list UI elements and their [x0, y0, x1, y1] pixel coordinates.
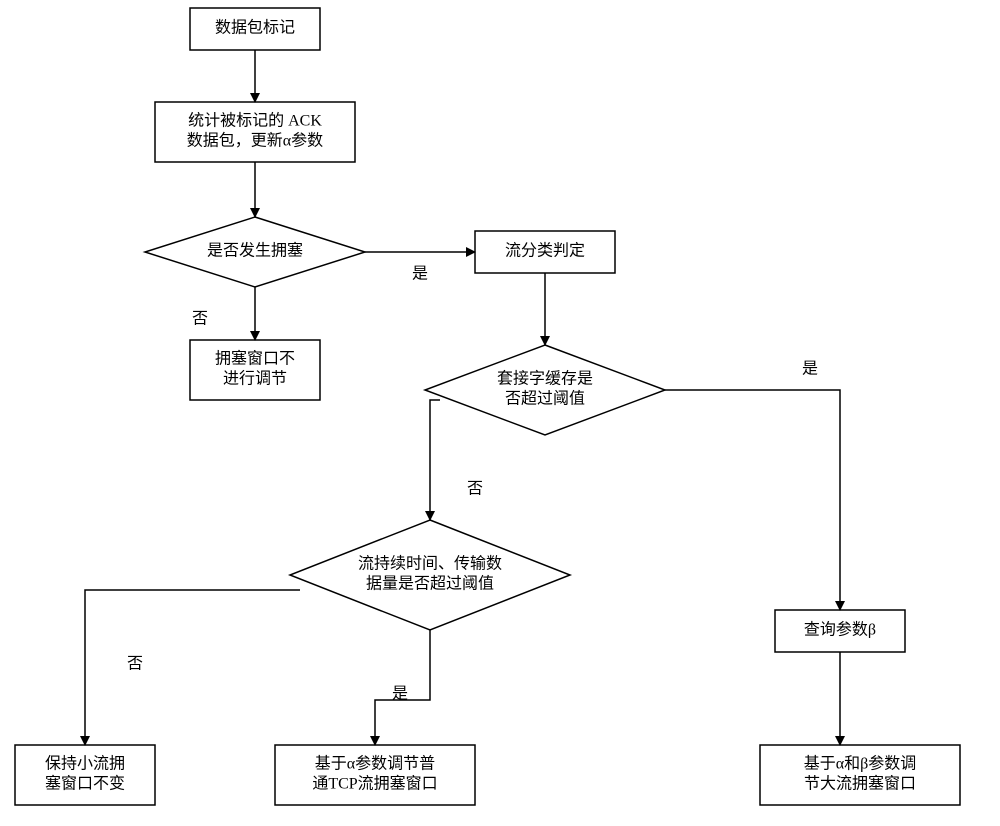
svg-text:进行调节: 进行调节: [223, 370, 287, 388]
edge-label-5: 是: [802, 361, 818, 378]
svg-text:数据包，更新α参数: 数据包，更新α参数: [187, 132, 323, 150]
svg-text:塞窗口不变: 塞窗口不变: [45, 775, 125, 793]
edge-label-2: 否: [192, 311, 208, 328]
svg-text:流持续时间、传输数: 流持续时间、传输数: [358, 555, 502, 573]
node-n3: 是否发生拥塞: [145, 217, 365, 287]
node-n11: 基于α和β参数调节大流拥塞窗口: [760, 745, 960, 805]
svg-text:拥塞窗口不: 拥塞窗口不: [215, 350, 295, 368]
node-text-n5: 流分类判定: [505, 242, 585, 260]
node-n8: 查询参数β: [775, 610, 905, 652]
edge-8: [85, 590, 300, 745]
svg-text:查询参数β: 查询参数β: [804, 621, 876, 639]
svg-text:保持小流拥: 保持小流拥: [45, 755, 125, 773]
edge-label-3: 是: [412, 266, 428, 283]
svg-text:数据包标记: 数据包标记: [215, 19, 295, 37]
edge-label-6: 否: [467, 481, 483, 498]
node-n2: 统计被标记的 ACK 数据包，更新α参数: [155, 102, 355, 162]
node-text-n8: 查询参数β: [804, 621, 876, 639]
edge-label-8: 否: [127, 656, 143, 673]
svg-text:基于α参数调节普: 基于α参数调节普: [315, 755, 435, 773]
node-text-n3: 是否发生拥塞: [207, 242, 303, 260]
svg-text:是否发生拥塞: 是否发生拥塞: [207, 242, 303, 260]
svg-text:节大流拥塞窗口: 节大流拥塞窗口: [804, 775, 916, 793]
svg-text:统计被标记的 ACK: 统计被标记的 ACK: [188, 112, 322, 130]
edge-5: [665, 390, 840, 610]
node-n9: 保持小流拥塞窗口不变: [15, 745, 155, 805]
svg-text:流分类判定: 流分类判定: [505, 242, 585, 260]
svg-text:否超过阈值: 否超过阈值: [505, 390, 585, 408]
node-n4: 拥塞窗口不进行调节: [190, 340, 320, 400]
node-n6: 套接字缓存是否超过阈值: [425, 345, 665, 435]
node-n10: 基于α参数调节普通TCP流拥塞窗口: [275, 745, 475, 805]
svg-text:套接字缓存是: 套接字缓存是: [497, 370, 593, 388]
node-n1: 数据包标记: [190, 8, 320, 50]
edge-label-9: 是: [392, 686, 408, 703]
svg-text:据量是否超过阈值: 据量是否超过阈值: [366, 575, 494, 593]
node-text-n1: 数据包标记: [215, 19, 295, 37]
svg-text:基于α和β参数调: 基于α和β参数调: [804, 755, 917, 773]
node-n5: 流分类判定: [475, 231, 615, 273]
node-n7: 流持续时间、传输数据量是否超过阈值: [290, 520, 570, 630]
svg-text:通TCP流拥塞窗口: 通TCP流拥塞窗口: [312, 775, 437, 793]
edge-6: [430, 400, 440, 520]
